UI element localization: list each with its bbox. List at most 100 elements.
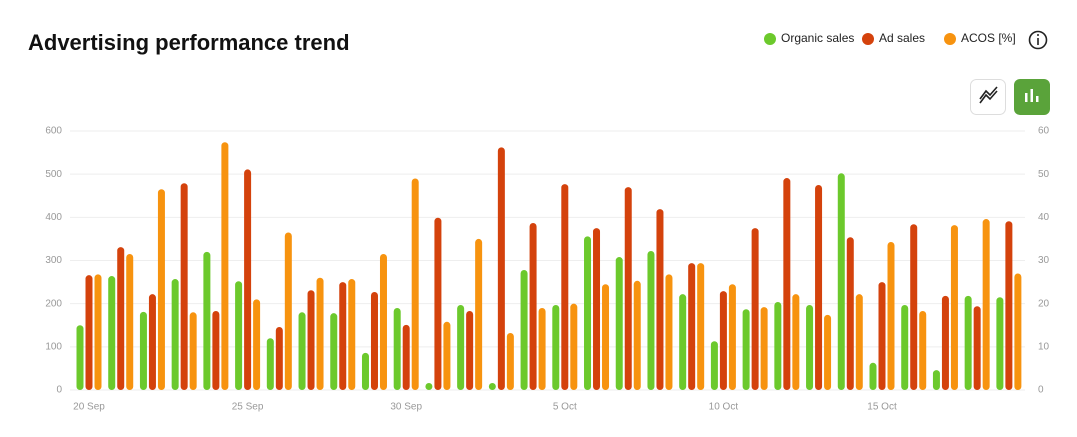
legend-dot[interactable] <box>862 33 874 45</box>
legend-dot[interactable] <box>764 33 776 45</box>
bar <box>855 294 863 390</box>
bar <box>584 236 592 390</box>
bar <box>1005 221 1013 390</box>
bar <box>728 284 736 390</box>
bar <box>529 222 537 390</box>
bar <box>982 219 990 390</box>
bar <box>552 304 560 390</box>
bar <box>697 263 705 390</box>
bar <box>941 295 949 390</box>
bar <box>538 307 546 390</box>
bar <box>996 297 1004 390</box>
bar <box>742 309 750 390</box>
bar <box>919 311 927 390</box>
bar <box>348 279 356 390</box>
bar <box>235 281 243 390</box>
x-tick-label: 25 Sep <box>232 402 264 413</box>
bar <box>815 184 823 390</box>
legend-label[interactable]: Organic sales <box>781 31 854 45</box>
bar <box>253 299 261 390</box>
y-tick-label: 200 <box>45 298 62 309</box>
bar <box>244 169 252 390</box>
bar <box>656 209 664 390</box>
bar <box>869 362 877 390</box>
bar <box>393 307 401 390</box>
bar <box>824 314 832 390</box>
bar <box>126 254 134 390</box>
bar <box>561 184 569 390</box>
bar <box>180 183 188 390</box>
y-tick-label: 500 <box>45 169 62 180</box>
x-tick-label: 10 Oct <box>709 402 739 413</box>
legend-dot[interactable] <box>944 33 956 45</box>
bar <box>932 370 940 390</box>
bar <box>497 147 505 390</box>
bar <box>973 306 981 390</box>
bar <box>108 276 116 390</box>
bar <box>901 304 909 390</box>
bar <box>361 352 369 390</box>
bar <box>85 275 93 390</box>
bar <box>402 324 410 390</box>
bar <box>203 251 211 390</box>
bar <box>76 325 84 390</box>
bar <box>457 304 465 390</box>
y2-tick-label: 60 <box>1038 126 1050 137</box>
bar <box>647 251 655 390</box>
bar <box>506 333 514 390</box>
bar <box>370 292 378 390</box>
bar <box>878 282 886 390</box>
bar <box>298 312 306 390</box>
bar <box>189 312 197 390</box>
y2-tick-label: 20 <box>1038 298 1050 309</box>
bar <box>710 341 718 390</box>
bar <box>284 232 292 390</box>
legend-label[interactable]: Ad sales <box>879 31 925 45</box>
y-tick-label: 400 <box>45 212 62 223</box>
y2-tick-label: 50 <box>1038 169 1050 180</box>
bar <box>615 257 623 390</box>
bar <box>139 311 147 390</box>
x-tick-label: 20 Sep <box>73 402 105 413</box>
bar <box>665 274 673 390</box>
bar <box>488 383 496 390</box>
bar <box>411 178 419 390</box>
bar-view-button[interactable] <box>1014 79 1050 115</box>
bar <box>117 247 125 390</box>
bar <box>910 224 918 390</box>
bar <box>783 178 791 390</box>
y2-tick-label: 10 <box>1038 341 1050 352</box>
bar <box>792 294 800 390</box>
bar <box>434 217 442 390</box>
bar <box>339 282 347 390</box>
bar <box>330 313 338 390</box>
bar <box>837 173 845 390</box>
y2-tick-label: 40 <box>1038 212 1050 223</box>
bar <box>624 187 632 390</box>
bar <box>679 294 687 390</box>
line-view-button[interactable] <box>970 79 1006 115</box>
bar <box>307 290 315 390</box>
y-tick-label: 0 <box>56 385 62 396</box>
bar <box>633 280 641 390</box>
chart-title: Advertising performance trend <box>28 30 350 55</box>
bar <box>602 284 610 390</box>
bar <box>570 303 578 390</box>
info-icon[interactable] <box>1028 30 1048 50</box>
bar <box>275 326 283 390</box>
bar <box>964 295 972 390</box>
legend-label[interactable]: ACOS [%] <box>961 31 1016 45</box>
bar <box>148 294 156 390</box>
bar <box>379 254 387 390</box>
bar <box>157 189 165 390</box>
bar <box>1014 273 1022 390</box>
bar <box>520 269 528 390</box>
bar <box>719 291 727 390</box>
bar <box>774 301 782 390</box>
bar <box>443 321 451 390</box>
bar <box>751 228 759 390</box>
bar <box>593 228 601 390</box>
bar <box>887 241 895 390</box>
